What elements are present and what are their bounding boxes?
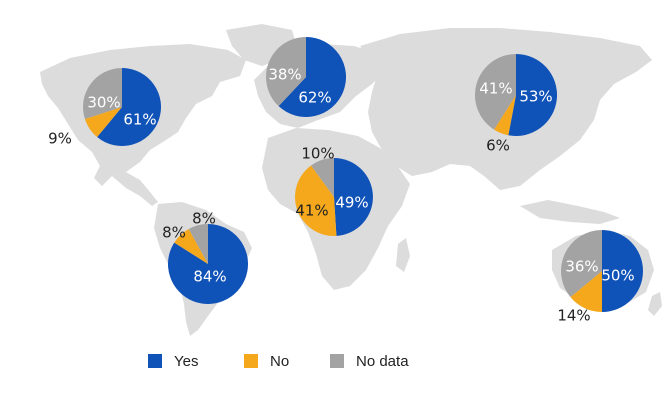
data-label-oceania-yes: 50% <box>601 267 634 285</box>
data-label-africa-yes: 49% <box>335 194 368 212</box>
data-label-oceania-no-data: 36% <box>565 258 598 276</box>
legend-item-no: No <box>244 349 289 373</box>
pie-slice-oceania-no <box>570 271 602 312</box>
pie-slice-africa-yes <box>334 158 373 236</box>
land-indonesia <box>520 200 620 224</box>
legend-swatch-no-data <box>330 354 344 368</box>
pie-slice-north-america-no-data <box>83 68 122 120</box>
pie-slice-asia-no <box>494 95 516 136</box>
label-layer: 61% 9% 30% 62% 38% 53% 6% 41% 49% 41% 10% 84% 8% 8% 50… <box>48 66 635 325</box>
pie-slice-africa-no <box>295 165 337 236</box>
data-label-europe-yes: 62% <box>298 89 331 107</box>
legend-label-no: No <box>270 352 290 370</box>
pie-slice-africa-no-data <box>311 158 334 197</box>
data-label-asia-no-data: 41% <box>479 80 512 98</box>
data-label-europe-no-data: 38% <box>268 66 301 84</box>
data-label-north-america-no: 9% <box>48 130 72 148</box>
pie-slice-asia-yes <box>508 53 558 136</box>
pie-slice-oceania-yes <box>602 230 643 312</box>
pie-slice-south-america-yes <box>168 223 249 304</box>
legend-item-no-data: No data <box>330 349 409 373</box>
legend-swatch-yes <box>148 354 162 368</box>
land-central-america <box>112 172 158 206</box>
pie-slice-north-america-yes <box>97 68 161 146</box>
pie-slice-oceania-no-data <box>561 230 602 298</box>
data-label-africa-no-data: 10% <box>301 145 334 163</box>
data-label-south-america-no-data: 8% <box>192 210 216 228</box>
pie-layer <box>83 37 643 312</box>
land-japan <box>580 88 596 120</box>
data-label-north-america-yes: 61% <box>123 111 156 129</box>
data-label-asia-no: 6% <box>486 137 510 155</box>
legend-label-yes: Yes <box>174 352 199 370</box>
legend-label-no-data: No data <box>356 352 409 370</box>
data-label-south-america-no: 8% <box>162 224 186 242</box>
legend-swatch-no <box>244 354 258 368</box>
world-map-chart: 61% 9% 30% 62% 38% 53% 6% 41% 49% 41% 10% 84% 8% 8% 50… <box>40 24 662 336</box>
land-new-zealand <box>648 292 662 316</box>
data-label-oceania-no: 14% <box>557 307 590 325</box>
pie-slice-south-america-no <box>174 228 208 264</box>
pie-slice-asia-no-data <box>474 54 516 130</box>
data-label-asia-yes: 53% <box>519 88 552 106</box>
data-label-africa-no: 41% <box>295 202 328 220</box>
land-madagascar <box>396 238 410 272</box>
pie-slice-north-america-no <box>84 107 122 138</box>
legend-item-yes: Yes <box>148 349 198 373</box>
pie-slice-south-america-no-data <box>188 224 208 264</box>
data-label-north-america-no-data: 30% <box>87 94 120 112</box>
data-label-south-america-yes: 84% <box>193 268 226 286</box>
pie-slice-europe-no-data <box>266 37 306 107</box>
pie-slice-europe-yes <box>278 37 347 117</box>
